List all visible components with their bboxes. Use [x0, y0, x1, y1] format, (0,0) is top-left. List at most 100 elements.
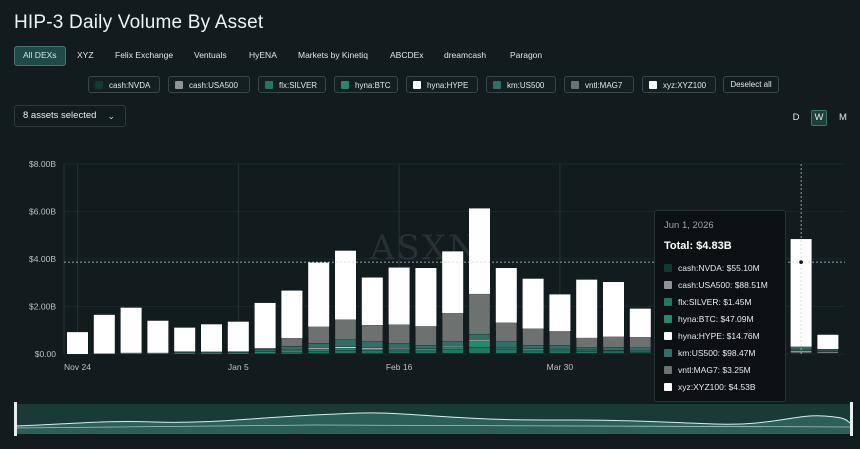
swatch-icon: [664, 264, 672, 272]
bar-segment-km-us500: [442, 341, 464, 347]
bar-segment-vntl-mag7: [254, 347, 276, 350]
chart-tooltip: Jun 1, 2026 Total: $4.83B cash:NVDA: $55…: [654, 210, 786, 402]
bar-segment-xyz-xyz100: [388, 267, 410, 325]
bar-segment-hyna-btc: [200, 352, 223, 355]
bar-segment-hyna-btc: [522, 349, 544, 352]
bar-segment-xyz-xyz100: [201, 324, 222, 352]
asset-chip-cash-nvda[interactable]: cash:NVDA: [88, 76, 160, 93]
period-daily-button[interactable]: D: [792, 112, 800, 123]
bar-segment-flx-silver: [334, 350, 357, 354]
bar-segment-xyz-xyz100: [603, 282, 624, 337]
asset-chip-hyna-hype[interactable]: hyna:HYPE: [406, 76, 478, 93]
bar-segment-hyna-btc: [254, 351, 276, 354]
bar-segment-flx-silver: [549, 350, 571, 354]
navigator-area: [14, 412, 853, 434]
tab-markets-by-kinetiq[interactable]: Markets by Kinetiq: [298, 50, 368, 60]
tooltip-row-label: hyna:BTC: $47.09M: [678, 314, 754, 324]
asset-chip-vntl-mag7[interactable]: vntl:MAG7: [564, 76, 634, 93]
bar-segment-km-us500: [495, 341, 517, 348]
bar-segment-vntl-mag7: [602, 336, 625, 348]
bar-segment-xyz-xyz100: [308, 262, 330, 327]
bar-segment-vntl-mag7: [522, 328, 544, 346]
bar-segment-vntl-mag7: [495, 322, 517, 342]
swatch-icon: [664, 298, 672, 306]
bar-segment-xyz-xyz100: [576, 279, 598, 338]
bar-segment-xyz-xyz100: [415, 268, 437, 327]
period-monthly-button[interactable]: M: [839, 112, 847, 123]
bar-segment-vntl-mag7: [334, 319, 357, 340]
tab-dreamcash[interactable]: dreamcash: [444, 50, 487, 60]
y-tick-label: $4.00B: [29, 254, 56, 264]
swatch-icon: [664, 349, 672, 357]
asset-chip-label: km:US500: [507, 81, 545, 90]
y-tick-label: $6.00B: [29, 207, 56, 217]
bar-segment-flx-silver: [602, 351, 625, 354]
x-tick-label: Feb 16: [386, 362, 413, 372]
bar-segment-vntl-mag7: [388, 324, 410, 344]
asset-chip-cash-usa500[interactable]: cash:USA500: [168, 76, 250, 93]
deselect-all-button[interactable]: Deselect all: [723, 76, 779, 93]
bar-segment-km-us500: [817, 349, 839, 351]
swatch-icon: [175, 81, 183, 89]
tooltip-row-label: km:US500: $98.47M: [678, 348, 756, 358]
navigator-left-handle[interactable]: [14, 402, 17, 436]
tab-all-dexs[interactable]: All DEXs: [14, 46, 66, 66]
bar-segment-vntl-mag7: [281, 337, 303, 347]
bar-segment-xyz-xyz100: [335, 250, 356, 320]
bar-segment-hyna-btc: [602, 350, 625, 353]
bar-segment-km-us500: [254, 349, 276, 352]
chevron-down-icon: ⌄: [107, 111, 115, 121]
bar-segment-vntl-mag7: [576, 337, 598, 348]
swatch-icon: [341, 81, 349, 89]
bar-segment-xyz-xyz100: [67, 332, 88, 354]
swatch-icon: [664, 366, 672, 374]
bar-segment-hyna-btc: [361, 348, 383, 351]
tab-hyena[interactable]: HyENA: [249, 50, 277, 60]
bar-segment-hyna-hype: [308, 347, 330, 350]
tooltip-row-label: vntl:MAG7: $3.25M: [678, 365, 751, 375]
asset-chip-km-us500[interactable]: km:US500: [486, 76, 556, 93]
bar-segment-km-us500: [388, 343, 410, 349]
bar-segment-xyz-xyz100: [93, 314, 115, 354]
asset-chip-label: hyna:BTC: [355, 81, 391, 90]
bar-segment-xyz-xyz100: [442, 251, 464, 314]
tooltip-row-label: flx:SILVER: $1.45M: [678, 297, 752, 307]
swatch-icon: [664, 383, 672, 391]
bar-segment-hyna-hype: [468, 340, 491, 342]
bar-segment-hyna-btc: [576, 350, 598, 352]
bar-segment-vntl-mag7: [442, 312, 464, 342]
tab-abcdex[interactable]: ABCDEx: [390, 50, 424, 60]
swatch-icon: [493, 81, 501, 89]
tooltip-date: Jun 1, 2026: [664, 220, 714, 231]
bar-segment-km-us500: [468, 334, 491, 341]
bar-segment-vntl-mag7: [549, 331, 571, 346]
bar-segment-xyz-xyz100: [174, 327, 196, 352]
bar-segment-hyna-btc: [549, 349, 571, 352]
bar-segment-hyna-btc: [120, 352, 142, 355]
bar-segment-km-us500: [602, 347, 625, 351]
tab-paragon[interactable]: Paragon: [510, 50, 543, 60]
bar-segment-hyna-btc: [227, 352, 249, 355]
bar-segment-hyna-btc: [308, 349, 330, 352]
asset-chip-flx-silver[interactable]: flx:SILVER: [258, 76, 326, 93]
tab-xyz[interactable]: XYZ: [77, 50, 94, 60]
swatch-icon: [413, 81, 421, 89]
range-navigator[interactable]: [14, 400, 853, 436]
tooltip-row-label: cash:USA500: $88.51M: [678, 280, 768, 290]
bar-segment-flx-silver: [522, 350, 544, 354]
bar-segment-vntl-mag7: [629, 336, 651, 348]
navigator-right-handle[interactable]: [850, 402, 853, 436]
bar-segment-km-us500: [227, 351, 249, 353]
asset-chip-xyz-xyz100[interactable]: xyz:XYZ100: [642, 76, 716, 93]
tab-felix-exchange[interactable]: Felix Exchange: [115, 50, 174, 60]
bar-segment-xyz-xyz100: [254, 302, 276, 349]
period-weekly-button[interactable]: W: [811, 110, 827, 126]
bar-segment-km-us500: [174, 351, 196, 353]
bar-segment-xyz-xyz100: [629, 308, 651, 338]
bar-segment-hyna-btc: [334, 347, 357, 351]
assets-selector-dropdown[interactable]: 8 assets selected ⌄: [14, 105, 126, 127]
tab-ventuals[interactable]: Ventuals: [194, 50, 227, 60]
swatch-icon: [664, 315, 672, 323]
asset-chip-hyna-btc[interactable]: hyna:BTC: [334, 76, 398, 93]
bar-segment-cash-usa500: [817, 351, 839, 354]
